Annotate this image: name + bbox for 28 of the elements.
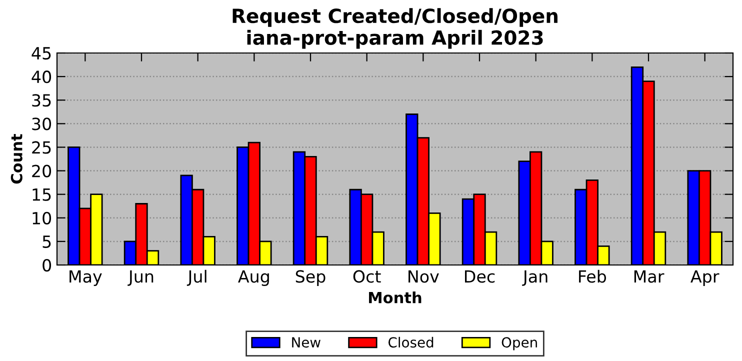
x-tick-label: Nov: [408, 270, 439, 283]
x-tick-label: Sep: [296, 270, 326, 286]
y-tick-label: 15: [32, 188, 51, 201]
x-tick-label: Apr: [690, 270, 720, 286]
legend-label: New: [292, 337, 320, 348]
y-tick-label: 0: [42, 258, 52, 272]
x-tick-label: May: [70, 270, 102, 286]
x-axis-title: Month: [369, 292, 422, 304]
y-tick-label: 40: [32, 70, 52, 84]
y-tick-label: 45: [32, 47, 51, 60]
y-tick-label: 35: [32, 94, 51, 107]
x-tick-label: Jun: [128, 270, 154, 286]
legend-label: Open: [502, 337, 537, 350]
x-tick-label: Feb: [579, 270, 606, 283]
x-tick-label: Mar: [634, 270, 664, 283]
x-tick-label: Aug: [238, 270, 269, 286]
y-tick-label: 5: [42, 236, 51, 248]
x-tick-label: Dec: [465, 270, 495, 283]
y-tick-label: 20: [32, 164, 52, 178]
x-tick-label: Jul: [186, 270, 206, 286]
y-tick-label: 10: [32, 212, 52, 224]
y-tick-label: 25: [32, 141, 51, 154]
x-tick-label: Oct: [353, 270, 381, 283]
legend-label: Closed: [388, 336, 434, 348]
chart-title: Request Created/Closed/Open iana-prot-param April 2023: [232, 8, 558, 49]
x-tick-label: Jan: [522, 270, 548, 286]
y-tick-label: 30: [32, 118, 52, 130]
y-axis-title: Count: [10, 134, 22, 184]
